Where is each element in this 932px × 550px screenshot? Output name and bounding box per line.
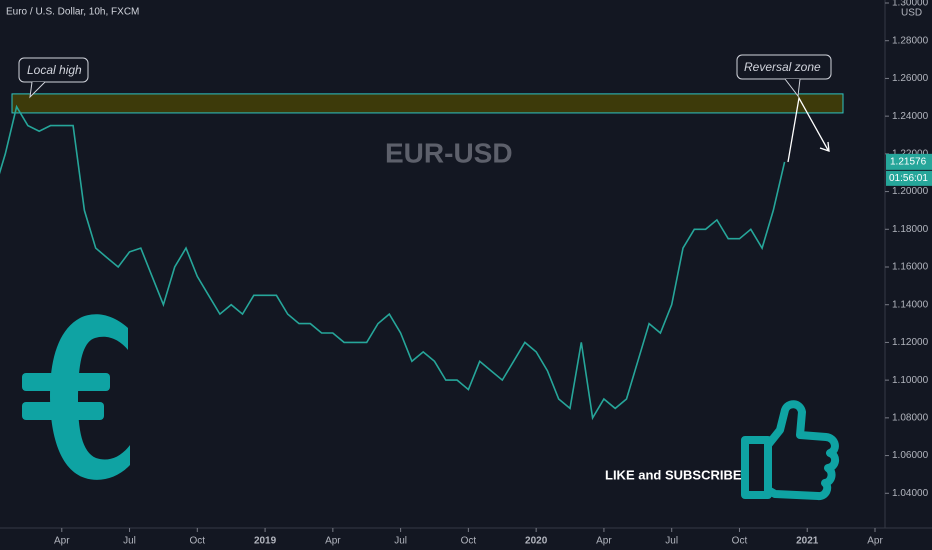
projection-arrow <box>787 96 830 163</box>
subscribe-text: LIKE and SUBSCRIBE <box>605 467 742 482</box>
x-tick-label: Oct <box>461 536 477 547</box>
x-tick-label: Apr <box>867 536 883 547</box>
x-tick-label: Jul <box>123 536 136 547</box>
x-tick-label: 2021 <box>796 536 819 547</box>
y-tick-label: 1.28000 <box>892 35 929 46</box>
y-tick-label: 1.14000 <box>892 299 929 310</box>
y-tick-label: 1.16000 <box>892 262 929 273</box>
chart-title: Euro / U.S. Dollar, 10h, FXCM <box>6 7 139 18</box>
x-tick-label: 2020 <box>525 536 548 547</box>
currency-label: USD <box>901 8 922 19</box>
callout-pointer <box>784 78 801 98</box>
x-tick-label: Apr <box>596 536 612 547</box>
x-tick-label: Jul <box>665 536 678 547</box>
watermark: EUR-USD <box>385 137 513 168</box>
y-tick-label: 1.06000 <box>892 450 929 461</box>
x-tick-label: Oct <box>732 536 748 547</box>
y-tick-label: 1.10000 <box>892 375 929 386</box>
y-tick-label: 1.20000 <box>892 186 929 197</box>
y-tick-label: 1.26000 <box>892 73 929 84</box>
y-tick-label: 1.08000 <box>892 412 929 423</box>
last-price-label: 1.21576 <box>890 156 927 167</box>
euro-icon <box>22 314 130 480</box>
y-tick-label: 1.18000 <box>892 224 929 235</box>
countdown-label: 01:56:01 <box>889 173 928 184</box>
y-tick-label: 1.24000 <box>892 111 929 122</box>
callout-text: Reversal zone <box>744 60 821 74</box>
resistance-zone <box>11 93 844 114</box>
callout-box <box>18 57 89 83</box>
x-tick-label: Apr <box>325 536 341 547</box>
last-price-bg <box>886 153 932 170</box>
x-tick-label: 2019 <box>254 536 277 547</box>
countdown-bg <box>886 170 932 186</box>
callout-box <box>736 54 832 80</box>
y-tick-label: 1.30000 <box>892 0 929 9</box>
callout-pointer <box>29 81 46 99</box>
x-tick-label: Oct <box>190 536 206 547</box>
thumbs-up-icon <box>741 400 839 500</box>
y-tick-label: 1.04000 <box>892 488 929 499</box>
y-tick-label: 1.12000 <box>892 337 929 348</box>
price-line <box>0 104 786 421</box>
currency-bg <box>897 6 921 20</box>
x-tick-label: Apr <box>54 536 70 547</box>
x-tick-label: Jul <box>394 536 407 547</box>
callout-text: Local high <box>27 63 82 77</box>
